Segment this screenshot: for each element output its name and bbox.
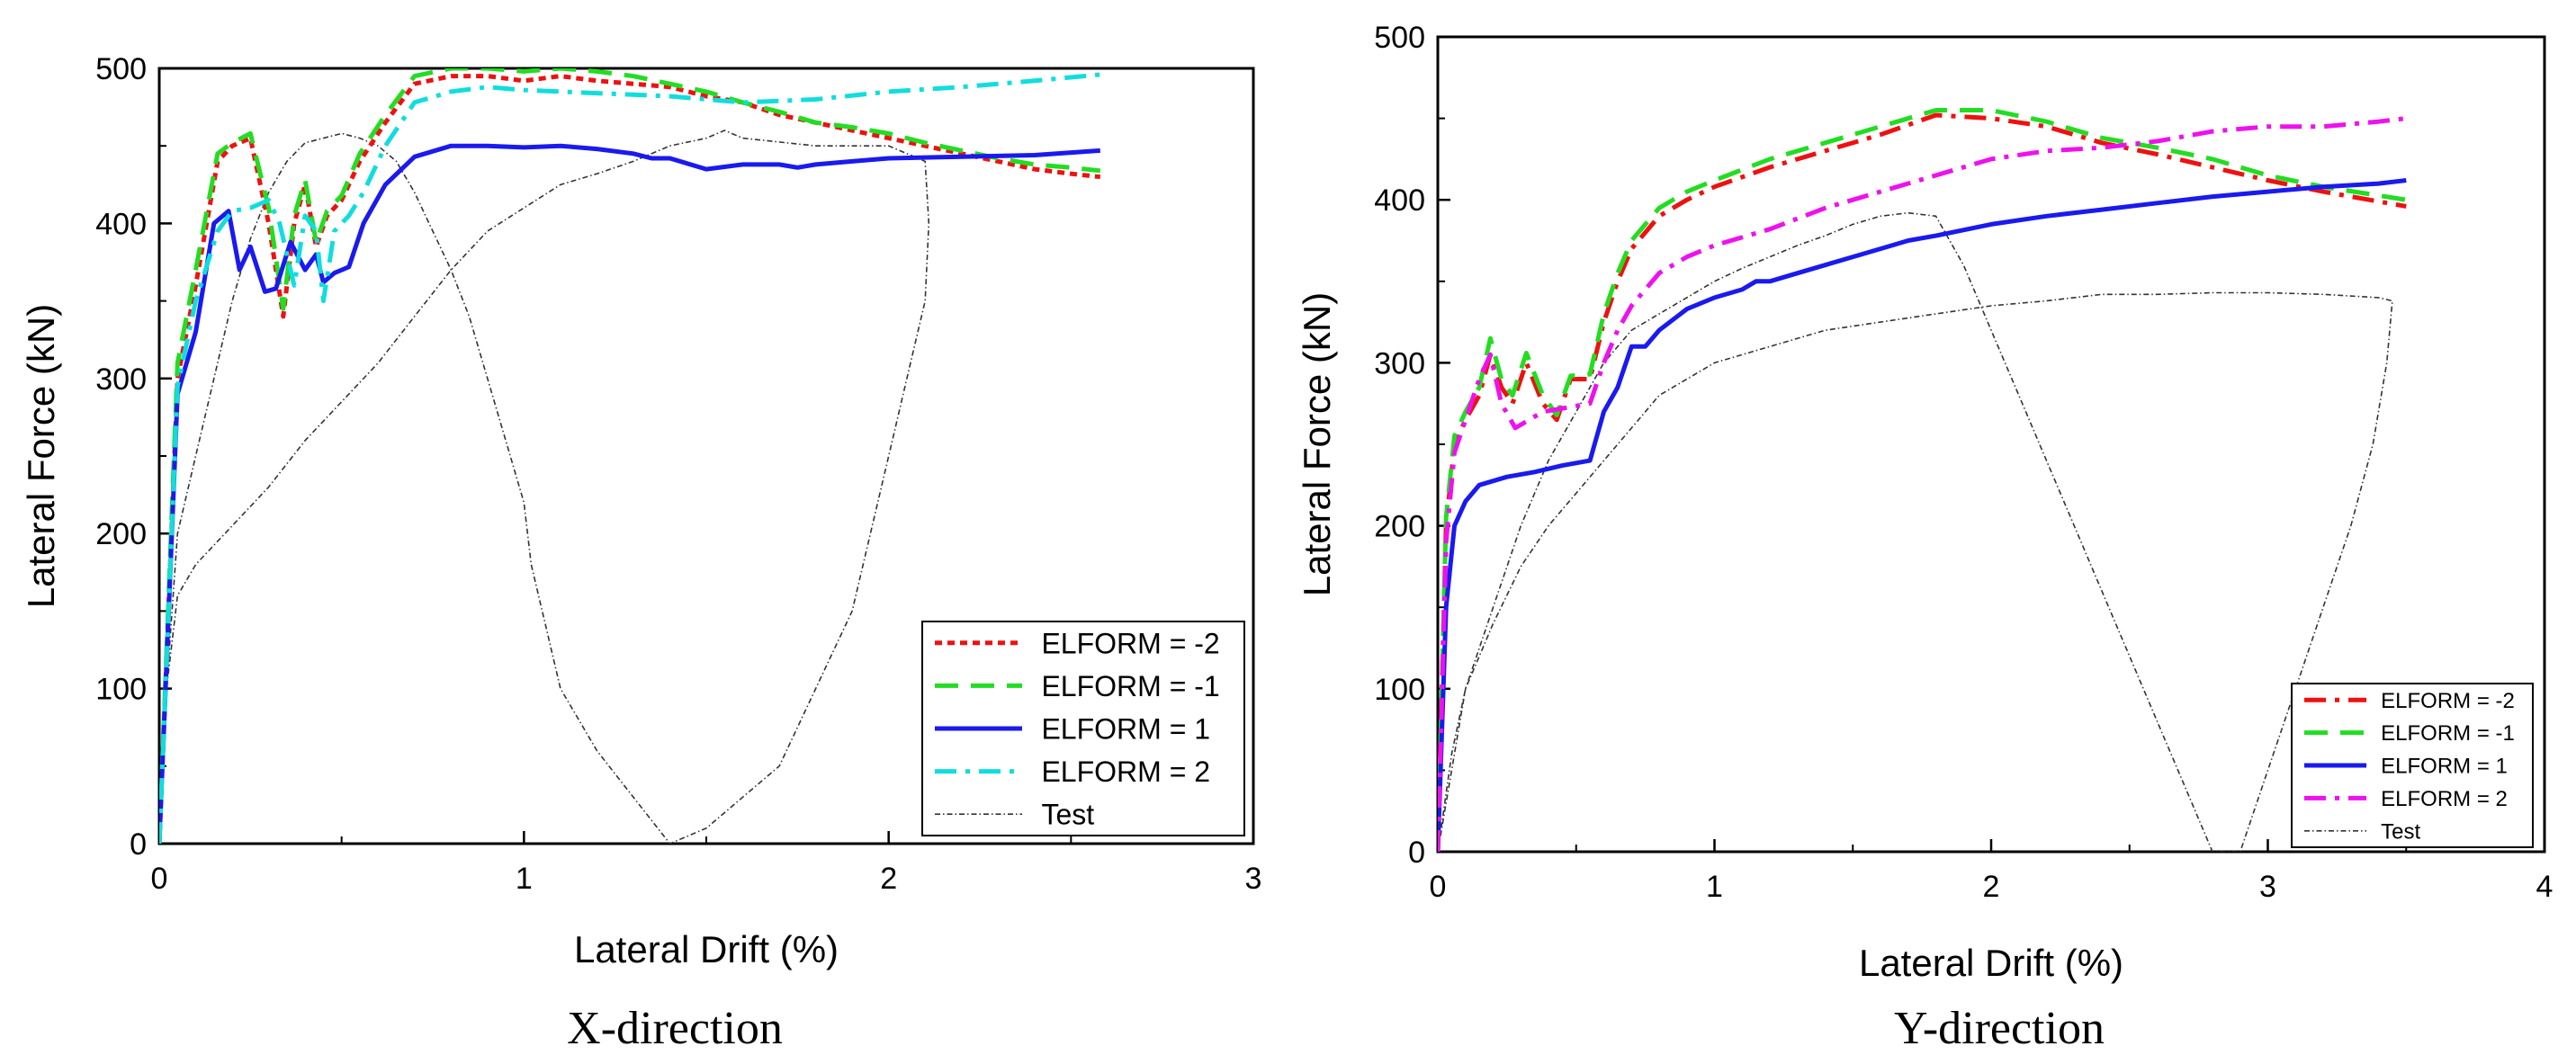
caption-x-direction: X-direction [567, 1003, 783, 1054]
y-tick-label: 400 [1374, 183, 1425, 218]
legend-label: ELFORM = 2 [1041, 756, 1210, 788]
legend-label: ELFORM = -2 [1041, 627, 1219, 659]
series-line [159, 143, 1100, 844]
y-tick-label: 500 [1374, 21, 1425, 55]
legend: ELFORM = -2 ELFORM = -1 ELFORM = 1 ELFORM =… [2291, 683, 2534, 848]
y-tick-label: 200 [1374, 510, 1425, 544]
legend-label: ELFORM = -1 [2381, 721, 2515, 746]
legend-label: ELFORM = -1 [1041, 670, 1219, 702]
y-tick-label: 100 [95, 673, 147, 707]
test-line [1438, 211, 2393, 852]
series-line [1438, 112, 2407, 852]
series-line [159, 74, 1101, 844]
legend-label: ELFORM = 1 [1041, 713, 1210, 746]
y-tick-label: 0 [1408, 836, 1425, 870]
y-tick-label: 300 [1374, 346, 1425, 380]
x-tick-label: 1 [516, 862, 533, 896]
series-lines [159, 68, 1101, 844]
x-tick-label: 0 [151, 862, 168, 896]
y-tick-label: 0 [130, 827, 147, 862]
x-axis-label: Lateral Drift (%) [1859, 942, 2123, 984]
x-tick-label: 2 [1983, 870, 2000, 904]
legend-label: Test [2381, 819, 2420, 844]
y-tick-label: 500 [95, 52, 147, 86]
x-tick-label: 1 [1706, 870, 1723, 904]
y-tick-label: 100 [1374, 673, 1425, 707]
axis-ticks: 0 1 2 3 4 0 100 200 300 400 500 [1374, 21, 2553, 904]
x-tick-label: 3 [1245, 862, 1262, 896]
y-tick-label: 400 [95, 207, 147, 241]
test-curve [1438, 211, 2393, 852]
x-axis-label: Lateral Drift (%) [574, 928, 839, 970]
x-tick-label: 3 [2259, 870, 2276, 904]
y-axis-label: Lateral Force (kN) [20, 304, 62, 608]
series-line [1438, 108, 2407, 852]
legend: ELFORM = -2 ELFORM = -1 ELFORM = 1 ELFORM =… [921, 621, 1245, 836]
test-curve [159, 130, 930, 844]
caption-y-direction: Y-direction [1894, 1003, 2105, 1054]
x-tick-label: 4 [2536, 870, 2554, 904]
legend-label: ELFORM = -2 [2381, 689, 2515, 713]
x-tick-label: 0 [1430, 870, 1447, 904]
y-axis-label: Lateral Force (kN) [1296, 292, 1338, 596]
x-tick-label: 2 [880, 862, 897, 896]
legend-label: ELFORM = 2 [2381, 787, 2508, 811]
series-line [1438, 178, 2407, 852]
legend-label: Test [1041, 799, 1094, 831]
axis-ticks: 0 1 2 3 0 100 200 300 400 500 [95, 52, 1261, 896]
y-tick-label: 300 [95, 362, 147, 397]
test-line [159, 130, 930, 844]
legend-label: ELFORM = 1 [2381, 755, 2508, 779]
chart-x-direction: 0 1 2 3 0 100 200 300 400 500 Lateral Drift (%) L… [20, 52, 1261, 1054]
series-lines [1438, 108, 2407, 852]
series-line [1438, 116, 2407, 852]
y-tick-label: 200 [95, 517, 147, 551]
